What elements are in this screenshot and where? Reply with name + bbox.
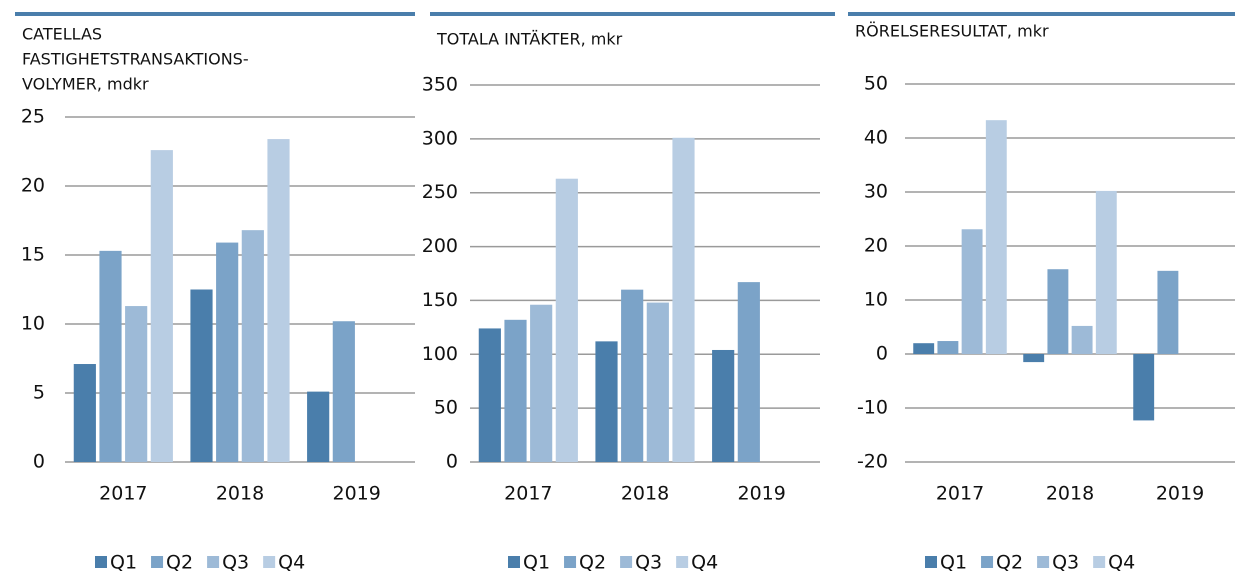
legend-swatch (981, 556, 994, 568)
chart-title: VOLYMER, mdkr (22, 75, 149, 94)
bar (99, 250, 122, 462)
bar (1133, 354, 1155, 421)
legend-label: Q2 (579, 552, 606, 574)
bar (646, 302, 669, 462)
chart-title: RÖRELSERESULTAT, mkr (855, 22, 1049, 41)
x-tick-label: 2017 (936, 483, 984, 505)
y-tick-label: 30 (864, 181, 888, 203)
bar (73, 364, 96, 462)
x-tick-label: 2018 (216, 483, 264, 505)
bar (190, 289, 213, 462)
chart-title: FASTIGHETSTRANSAKTIONS- (22, 50, 249, 69)
x-tick-label: 2017 (99, 483, 147, 505)
bar (1047, 269, 1069, 354)
bar (216, 242, 239, 462)
bar (712, 349, 735, 462)
bar (267, 139, 290, 462)
bar (937, 341, 959, 354)
bar (913, 343, 935, 354)
bar (478, 328, 501, 462)
legend-label: Q2 (166, 552, 193, 574)
legend-label: Q1 (110, 552, 137, 574)
y-tick-label: 200 (422, 235, 458, 257)
chart-title: TOTALA INTÄKTER, mkr (436, 30, 623, 49)
legend-swatch (95, 556, 107, 568)
legend-swatch (564, 556, 577, 568)
y-tick-label: 20 (864, 235, 888, 257)
bar (530, 304, 553, 462)
legend-label: Q3 (1052, 552, 1079, 574)
y-tick-label: 350 (422, 74, 458, 96)
y-tick-label: 100 (422, 343, 458, 365)
y-tick-label: -10 (857, 397, 888, 419)
x-tick-label: 2017 (504, 483, 552, 505)
bar (1157, 270, 1179, 354)
panel-top-border (15, 12, 415, 16)
y-tick-label: 300 (422, 127, 458, 149)
bar (1071, 325, 1093, 354)
panel-top-border (848, 12, 1235, 16)
y-tick-label: 5 (33, 382, 45, 404)
bar (961, 229, 983, 354)
y-tick-label: 10 (864, 289, 888, 311)
legend-label: Q4 (1108, 552, 1135, 574)
legend-label: Q3 (635, 552, 662, 574)
x-tick-label: 2018 (1046, 483, 1094, 505)
y-tick-label: -20 (857, 451, 888, 473)
bar (125, 306, 148, 462)
y-tick-label: 0 (33, 451, 45, 473)
bar (150, 150, 173, 462)
bar (737, 282, 760, 462)
legend-swatch (151, 556, 164, 568)
x-tick-label: 2019 (332, 483, 380, 505)
bar (595, 341, 618, 462)
bar (621, 289, 644, 462)
legend-swatch (676, 556, 689, 568)
legend-swatch (207, 556, 220, 568)
legend-swatch (1093, 556, 1106, 568)
y-tick-label: 40 (864, 127, 888, 149)
y-tick-label: 150 (422, 289, 458, 311)
y-tick-label: 50 (434, 397, 458, 419)
y-tick-label: 25 (21, 106, 45, 128)
panel-top-border (430, 12, 835, 16)
y-tick-label: 15 (21, 244, 45, 266)
legend-swatch (1037, 556, 1050, 568)
legend-label: Q3 (222, 552, 249, 574)
bar (985, 120, 1007, 355)
legend-swatch (620, 556, 633, 568)
legend-label: Q4 (691, 552, 718, 574)
bar (307, 391, 330, 462)
legend-swatch (925, 556, 937, 568)
y-tick-label: 20 (21, 175, 45, 197)
y-tick-label: 0 (876, 343, 888, 365)
y-tick-label: 250 (422, 181, 458, 203)
legend-label: Q1 (940, 552, 967, 574)
chart-title: CATELLAS (22, 25, 102, 44)
bar (241, 230, 264, 462)
legend-swatch (508, 556, 520, 568)
legend-label: Q1 (523, 552, 550, 574)
legend-label: Q4 (278, 552, 305, 574)
bar (672, 137, 695, 462)
bar (332, 321, 355, 462)
x-tick-label: 2018 (621, 483, 669, 505)
y-tick-label: 0 (446, 451, 458, 473)
x-tick-label: 2019 (737, 483, 785, 505)
y-tick-label: 50 (864, 73, 888, 95)
legend-swatch (263, 556, 276, 568)
legend-label: Q2 (996, 552, 1023, 574)
bar (555, 178, 578, 462)
x-tick-label: 2019 (1156, 483, 1204, 505)
bar (504, 319, 527, 462)
y-tick-label: 10 (21, 313, 45, 335)
bar (1023, 354, 1045, 363)
bar (1095, 190, 1117, 354)
